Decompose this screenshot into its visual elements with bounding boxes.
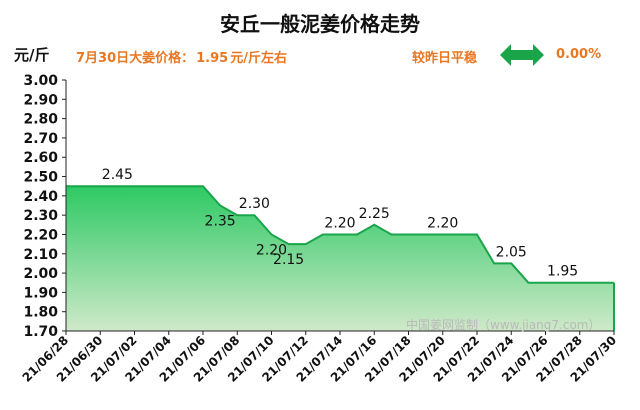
y-tick-label: 2.50 [23, 170, 58, 186]
y-tick-label: 2.30 [23, 208, 58, 224]
change-percent: 0.00% [556, 47, 602, 62]
data-label: 2.25 [359, 206, 390, 222]
data-label: 2.20 [256, 242, 287, 258]
y-tick-label: 1.80 [23, 305, 58, 321]
data-label: 2.20 [427, 215, 458, 231]
data-label: 1.95 [547, 264, 578, 280]
y-tick-label: 2.60 [23, 150, 58, 166]
y-tick-label: 2.20 [23, 227, 58, 243]
compare-label: 较昨日平稳 [412, 51, 478, 66]
y-tick-label: 2.70 [23, 131, 58, 147]
y-tick-label: 1.90 [23, 285, 58, 301]
chart-title: 安丘一般泥姜价格走势 [220, 12, 420, 36]
data-label: 2.30 [239, 196, 270, 212]
price-value: 1.95 [196, 51, 229, 66]
price-date-label: 7月30日大姜价格： [76, 51, 195, 66]
double-arrow-icon [500, 44, 544, 66]
y-tick-label: 2.10 [23, 247, 58, 263]
watermark: 中国姜网监制（www.jiang7.com） [406, 318, 601, 332]
y-tick-label: 2.90 [23, 92, 58, 108]
data-label: 2.20 [324, 215, 355, 231]
y-tick-label: 1.70 [23, 324, 58, 340]
data-label: 2.05 [496, 244, 527, 260]
data-label: 2.35 [205, 214, 236, 230]
price-line [66, 185, 614, 284]
y-axis-unit: 元/斤 [14, 46, 50, 64]
price-summary: 7月30日大姜价格： 1.95 元/斤左右 [76, 47, 289, 66]
price-area-fill [66, 186, 614, 331]
y-tick-label: 2.00 [23, 266, 58, 282]
y-tick-label: 3.00 [23, 73, 58, 89]
price-unit: 元/斤左右 [230, 51, 287, 66]
y-tick-label: 2.40 [23, 189, 58, 205]
y-tick-label: 2.80 [23, 112, 58, 128]
data-label: 2.15 [273, 252, 304, 268]
data-label: 2.45 [102, 167, 133, 183]
